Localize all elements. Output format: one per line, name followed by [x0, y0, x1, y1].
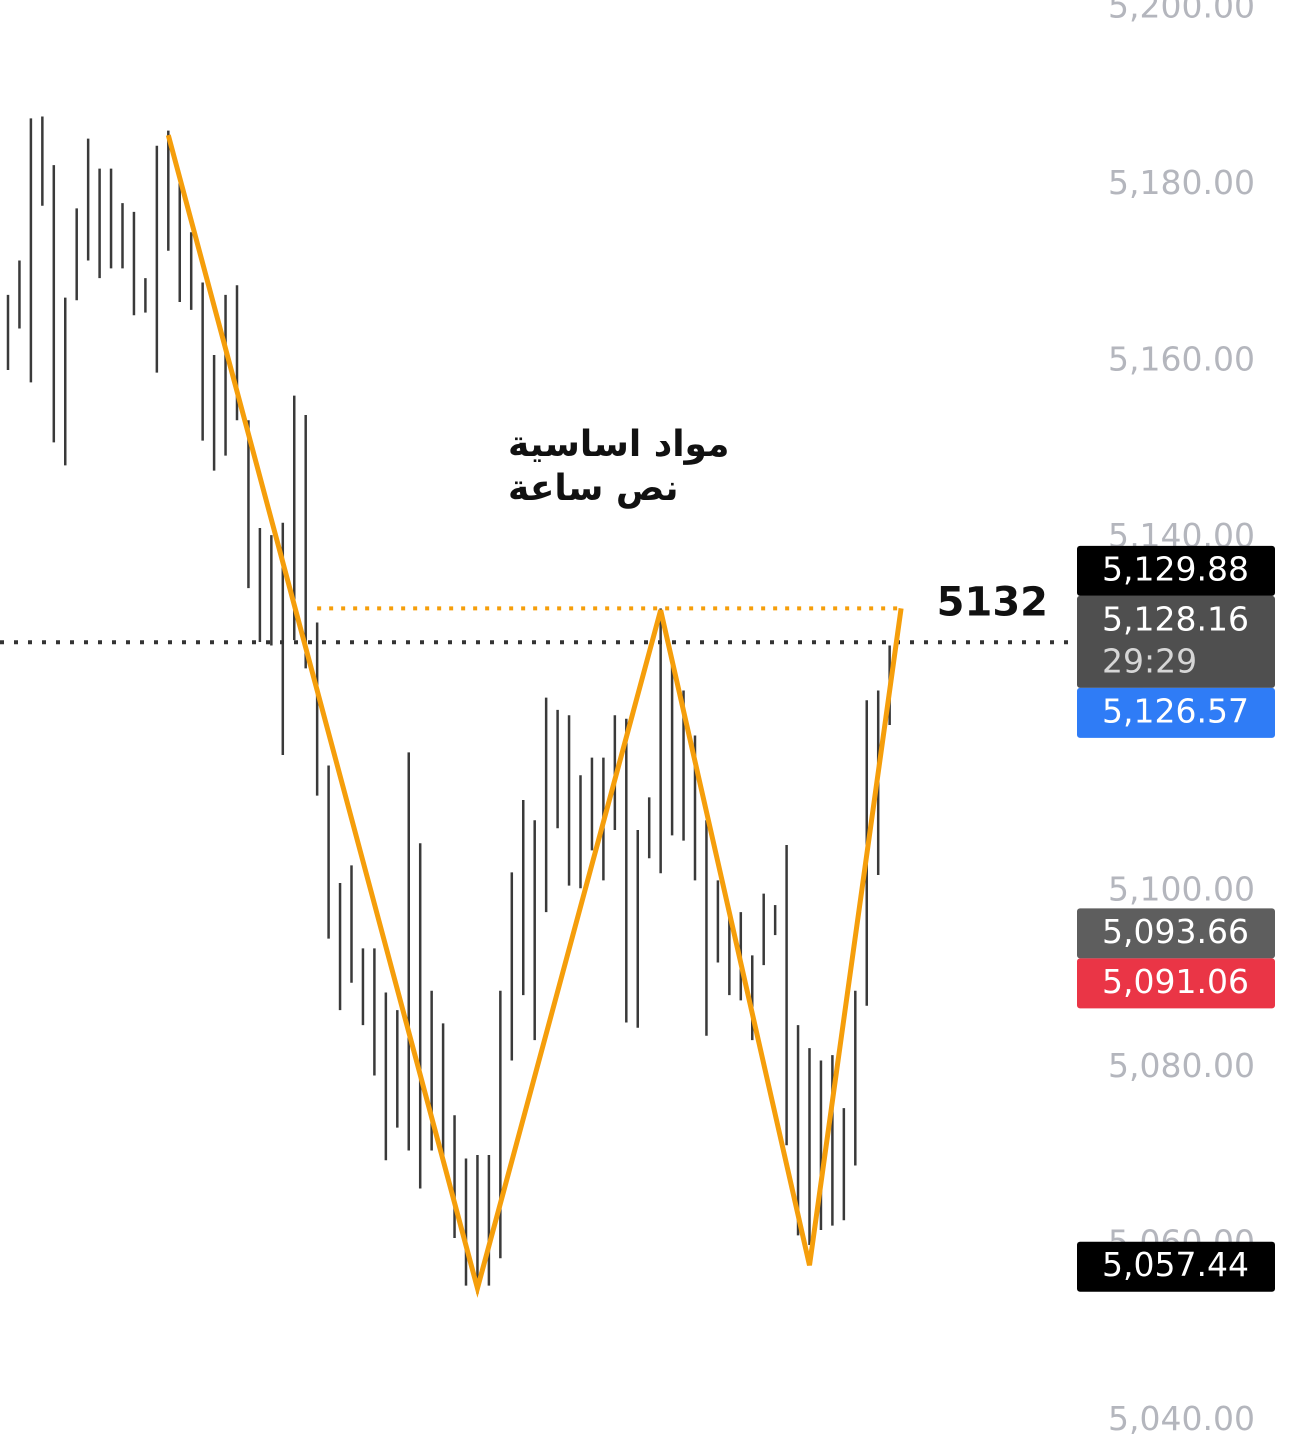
- price-tag: [1077, 908, 1275, 959]
- y-tick-label: 5,200.00: [1108, 0, 1255, 25]
- price-tag: [1077, 958, 1275, 1009]
- price-tag: [1077, 595, 1275, 688]
- y-tick-label: 5,100.00: [1108, 869, 1255, 908]
- price-tag-label: 5,091.06: [1102, 962, 1249, 1001]
- price-tag-label: 5,057.44: [1102, 1245, 1249, 1284]
- countdown: 29:29: [1102, 641, 1197, 680]
- annotation: مواد اساسية: [508, 424, 729, 465]
- price-tag: [1077, 545, 1275, 596]
- y-tick-label: 5,160.00: [1108, 340, 1255, 379]
- price-tag-label: 5,093.66: [1102, 912, 1249, 951]
- price-tag-label: 5,126.57: [1102, 691, 1249, 730]
- price-tag: [1077, 1241, 1275, 1292]
- price-tag-label: 5,129.88: [1102, 549, 1249, 588]
- annotation: نص ساعة: [508, 468, 679, 509]
- y-tick-label: 5,040.00: [1108, 1399, 1255, 1438]
- plot-area: 5132: [0, 116, 1075, 1298]
- price-tag-label: 5,128.16: [1102, 599, 1249, 638]
- y-tick-label: 5,080.00: [1108, 1046, 1255, 1085]
- pattern-line: [165, 134, 904, 1298]
- price-tag: [1077, 687, 1275, 738]
- resistance-label: 5132: [937, 579, 1048, 625]
- y-tick-label: 5,180.00: [1108, 163, 1255, 202]
